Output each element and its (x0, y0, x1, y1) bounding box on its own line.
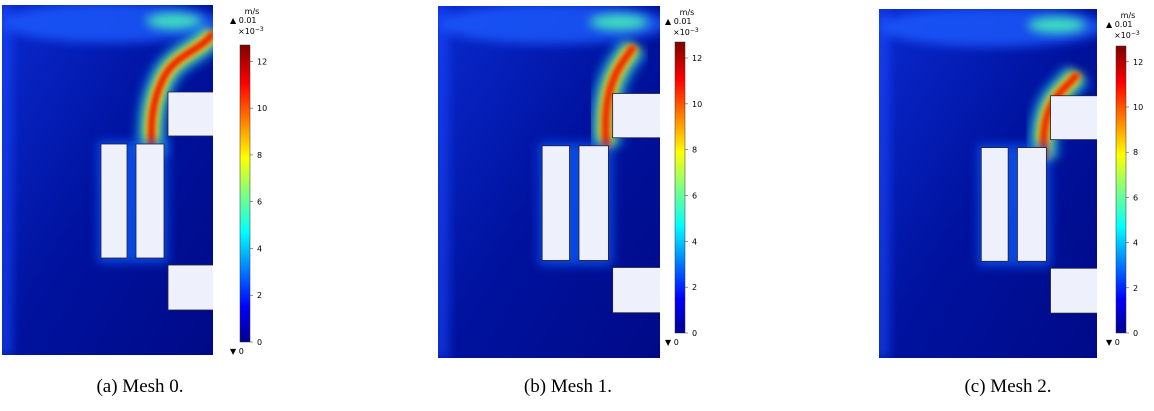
solid-block (980, 147, 1009, 262)
colorbar-tick-label: 2 (257, 291, 262, 300)
solid-block (135, 143, 165, 259)
colorbar-tick-label: 10 (692, 100, 702, 109)
colorbar-multiplier: ×10−3 (1114, 30, 1140, 40)
field-plot (2, 5, 213, 355)
field (438, 6, 661, 358)
colorbar-tick-label: 8 (1133, 148, 1138, 157)
solid-block (1050, 267, 1097, 314)
colorbar-tick-label: 0 (692, 329, 697, 338)
colorbar-tick-label: 12 (1133, 58, 1143, 67)
colorbar-tick-label: 0 (257, 338, 262, 347)
plume-core (149, 31, 213, 156)
colorbar-max: ▲ 0.01 (230, 16, 257, 25)
colorbar-min: ▼ 0 (230, 347, 244, 356)
colorbar-tick-label: 2 (1133, 284, 1138, 293)
colorbar-min: ▼ 0 (1106, 338, 1120, 347)
field-plot (438, 6, 661, 358)
solid-block (612, 93, 661, 139)
wall-glow (438, 6, 449, 358)
colorbar-tick-label: 4 (692, 237, 697, 246)
colorbar-multiplier: ×10−3 (673, 27, 699, 37)
solid-block (1050, 95, 1097, 141)
colorbar-tick-label: 4 (257, 244, 262, 253)
field-plot (879, 9, 1097, 359)
multiplier-exponent: −3 (1131, 30, 1140, 37)
colorbar-unit: m/s (1121, 11, 1136, 20)
multiplier-base: ×10 (673, 28, 690, 37)
colorbar-tick-label: 10 (257, 104, 267, 113)
colorbar-tick-label: 12 (257, 57, 267, 66)
solid-block (578, 145, 609, 261)
colorbar-tick-label: 6 (257, 198, 262, 207)
multiplier-base: ×10 (238, 27, 255, 36)
wall-glow (879, 9, 890, 359)
top-jet (146, 13, 202, 29)
colorbar-multiplier: ×10−3 (238, 26, 264, 36)
multiplier-base: ×10 (1114, 31, 1131, 40)
multiplier-exponent: −3 (690, 27, 699, 34)
plume-core (603, 45, 636, 147)
wall-glow (2, 5, 12, 355)
colorbar-tick-label: 10 (1133, 103, 1143, 112)
solid-block (100, 143, 128, 259)
multiplier-exponent: −3 (255, 26, 264, 33)
colorbar-max: ▲ 0.01 (665, 17, 692, 26)
caption: (a) Mesh 0. (96, 376, 183, 397)
colorbar (239, 44, 251, 343)
colorbar-tick-label: 0 (1133, 329, 1138, 338)
colorbar-tick-label: 8 (257, 151, 262, 160)
solid-block (541, 145, 570, 261)
colorbar-tick-label: 4 (1133, 239, 1138, 248)
caption: (b) Mesh 1. (524, 376, 612, 397)
colorbar (1115, 45, 1127, 334)
field (879, 9, 1097, 359)
solid-block (167, 264, 213, 311)
solid-block (612, 267, 661, 314)
top-jet (1027, 16, 1086, 33)
colorbar-tick-label: 6 (692, 192, 697, 201)
colorbar-min: ▼ 0 (665, 338, 679, 347)
colorbar-unit: m/s (680, 8, 695, 17)
colorbar-tick-label: 6 (1133, 193, 1138, 202)
colorbar-unit: m/s (245, 7, 260, 16)
colorbar-tick-label: 8 (692, 146, 697, 155)
solid-block (167, 91, 213, 137)
colorbar-max: ▲ 0.01 (1106, 20, 1133, 29)
colorbar-tick-label: 12 (692, 54, 702, 63)
colorbar-tick-label: 2 (692, 283, 697, 292)
colorbar (674, 41, 686, 334)
top-jet (589, 14, 649, 31)
solid-block (1017, 147, 1047, 262)
field (2, 5, 213, 355)
caption: (c) Mesh 2. (964, 376, 1051, 397)
